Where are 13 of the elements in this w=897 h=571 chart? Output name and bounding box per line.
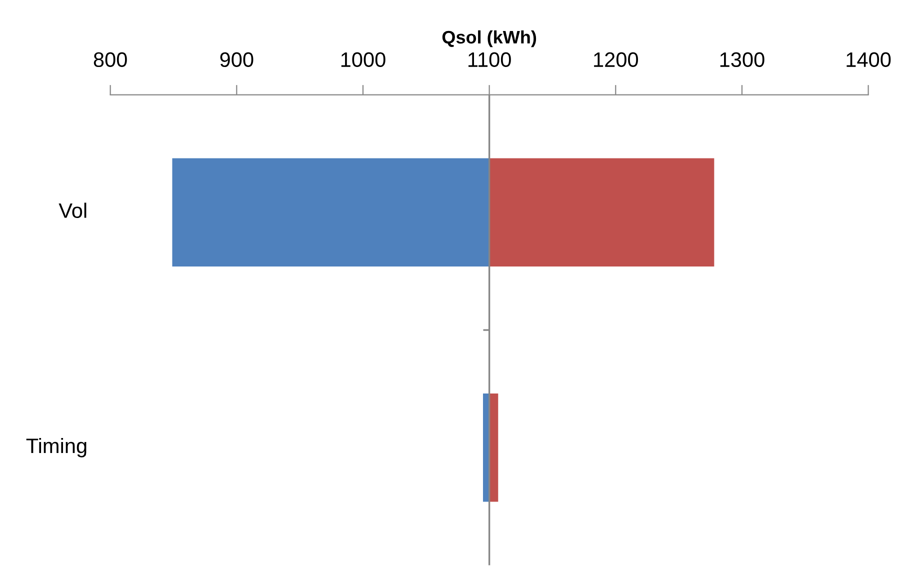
x-tick-label: 1000 (341, 52, 386, 68)
y-tick-label: Timing (26, 438, 86, 458)
bar (489, 158, 714, 267)
x-tick-label: 1400 (846, 52, 891, 68)
bar (172, 158, 490, 267)
x-tick-label: 900 (220, 52, 254, 68)
bar (489, 394, 498, 502)
y-tick-label: Vol (58, 202, 86, 218)
x-axis-title: Qsol (kWh) (442, 30, 536, 48)
x-tick-label: 1100 (468, 52, 511, 68)
x-tick-label: 1300 (720, 52, 764, 68)
x-tick-label: 800 (94, 52, 127, 68)
x-tick-label: 1200 (594, 52, 638, 68)
